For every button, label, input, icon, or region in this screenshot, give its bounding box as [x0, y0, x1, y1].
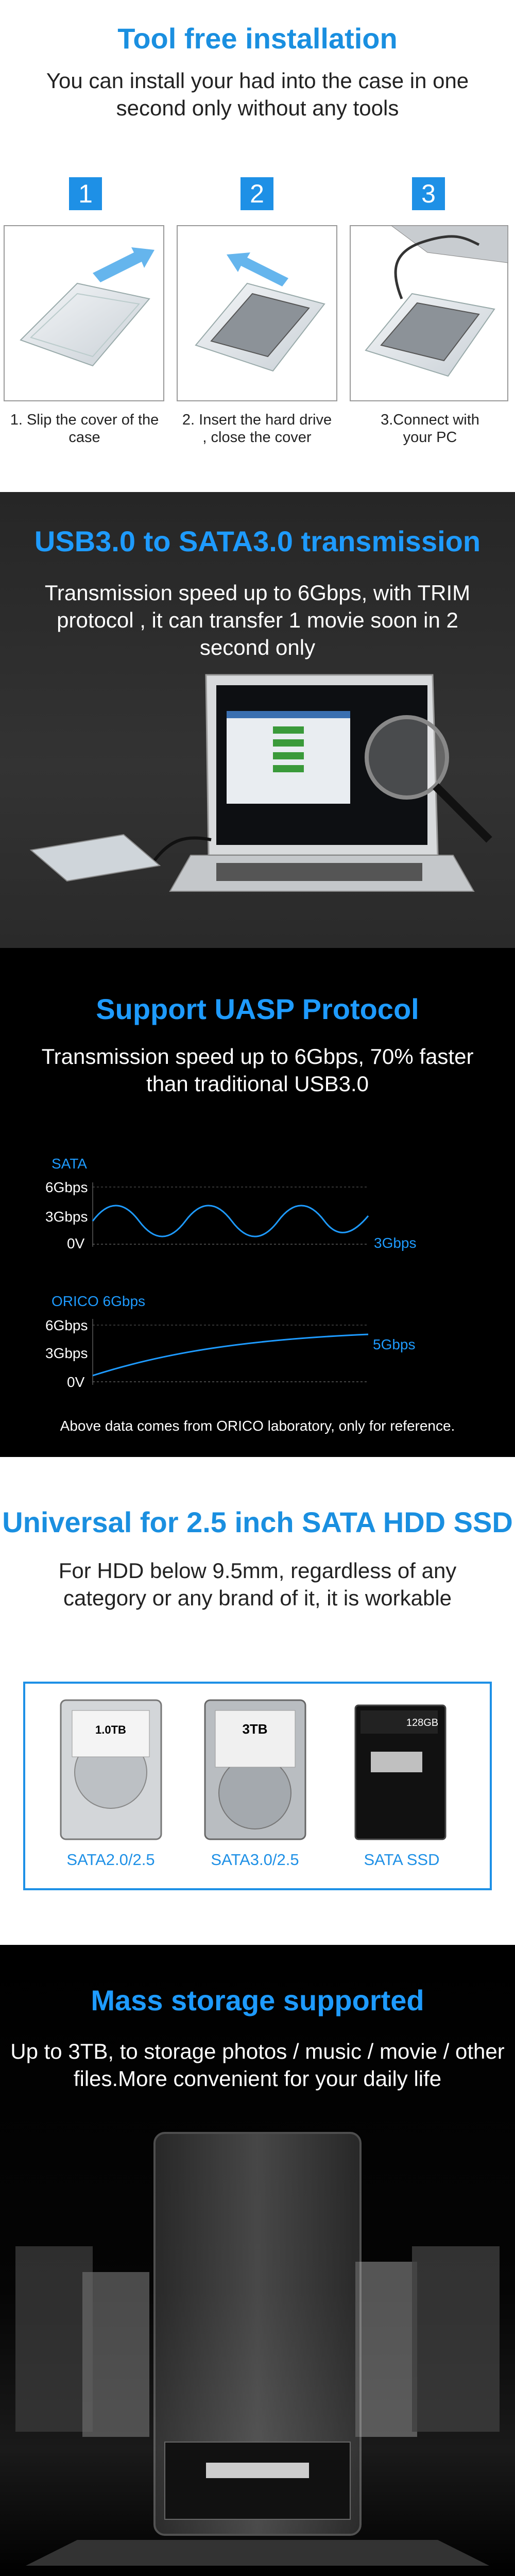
- drive-badge: 3TB: [242, 1721, 267, 1737]
- uasp-note: Above data comes from ORICO laboratory, …: [60, 1418, 455, 1434]
- case: [153, 2132, 362, 2536]
- chart-tick: 6Gbps: [45, 1317, 88, 1333]
- step-2-image: [177, 225, 337, 401]
- photo: [412, 2246, 500, 2432]
- step-number: 1: [69, 177, 102, 210]
- installation-subtitle: You can install your had into the case i…: [46, 69, 469, 120]
- drives-frame: [23, 1682, 492, 1890]
- ssd: 128GB: [354, 1704, 447, 1840]
- drive-label: SATA SSD: [364, 1851, 440, 1869]
- magnifier: [365, 715, 449, 800]
- case: [20, 282, 150, 367]
- chart-tick: 6Gbps: [45, 1179, 88, 1195]
- step-number: 2: [241, 177, 273, 210]
- drive-badge: 128GB: [406, 1717, 438, 1728]
- universal-title: Universal for 2.5 inch SATA HDD SSD: [2, 1506, 513, 1538]
- magnifier-handle: [433, 783, 492, 843]
- case: [29, 834, 161, 882]
- step-3-image: [350, 225, 508, 401]
- storage-text: Up to 3TB, to storage photos / music / m…: [10, 2039, 505, 2091]
- chart-label: SATA: [52, 1156, 87, 1172]
- drive: [380, 302, 480, 362]
- drive-badge: 1.0TB: [95, 1723, 126, 1736]
- chart-tick: 3Gbps: [45, 1209, 88, 1225]
- step-1-image: [4, 225, 164, 401]
- bars: [273, 726, 304, 772]
- photo: [15, 2246, 93, 2432]
- curve: [92, 1333, 369, 1377]
- wave: [92, 1205, 369, 1238]
- step-caption: 2. Insert the hard drive , close the cov…: [182, 412, 332, 446]
- photo: [82, 2272, 149, 2437]
- drive-images: 1.0TB 3TB 128GB: [60, 1699, 447, 1840]
- cable: [394, 235, 480, 299]
- hdd-2: 3TB: [204, 1699, 306, 1840]
- installation-title: Tool free installation: [117, 22, 398, 55]
- universal-text: For HDD below 9.5mm, regardless of any c…: [58, 1558, 457, 1610]
- step-images: [4, 225, 508, 401]
- storage-title: Mass storage supported: [91, 1984, 424, 2016]
- step-number: 3: [412, 177, 445, 210]
- drive-label: SATA3.0/2.5: [211, 1851, 299, 1869]
- keyboard: [216, 863, 422, 881]
- connector: [206, 2463, 309, 2478]
- uasp-text: Transmission speed up to 6Gbps, 70% fast…: [41, 1044, 474, 1096]
- uasp-title: Support UASP Protocol: [96, 993, 419, 1025]
- chart-label: ORICO 6Gbps: [52, 1293, 145, 1309]
- drive-label: SATA2.0/2.5: [66, 1851, 155, 1869]
- photo: [355, 2262, 417, 2437]
- transmission-title: USB3.0 to SATA3.0 transmission: [34, 525, 481, 557]
- hdd-1: 1.0TB: [60, 1699, 162, 1840]
- speed-charts: SATA 6Gbps 3Gbps 0V 3Gbps ORICO 6Gbps 6G…: [45, 1156, 417, 1390]
- drive: [210, 293, 310, 358]
- stand: [26, 2540, 489, 2566]
- chart-speed: 3Gbps: [374, 1235, 417, 1251]
- case-illustration: [15, 2132, 500, 2566]
- cable: [153, 836, 212, 861]
- step-caption: 1. Slip the cover of the case: [10, 412, 159, 446]
- chart-tick: 3Gbps: [45, 1345, 88, 1361]
- transmission-text: Transmission speed up to 6Gbps, with TRI…: [44, 581, 471, 659]
- laptop-illustration: [29, 674, 492, 892]
- uasp-section: [0, 948, 515, 1457]
- case-inner: [30, 293, 140, 358]
- board: [164, 2442, 351, 2520]
- chart-tick: 0V: [67, 1374, 85, 1390]
- window-bar: [227, 711, 350, 718]
- arrow: [93, 247, 154, 282]
- arrow: [227, 252, 288, 286]
- step-caption: 3.Connect with your PC: [381, 412, 479, 446]
- chart-speed: 5Gbps: [373, 1336, 416, 1352]
- chart-tick: 0V: [67, 1235, 85, 1251]
